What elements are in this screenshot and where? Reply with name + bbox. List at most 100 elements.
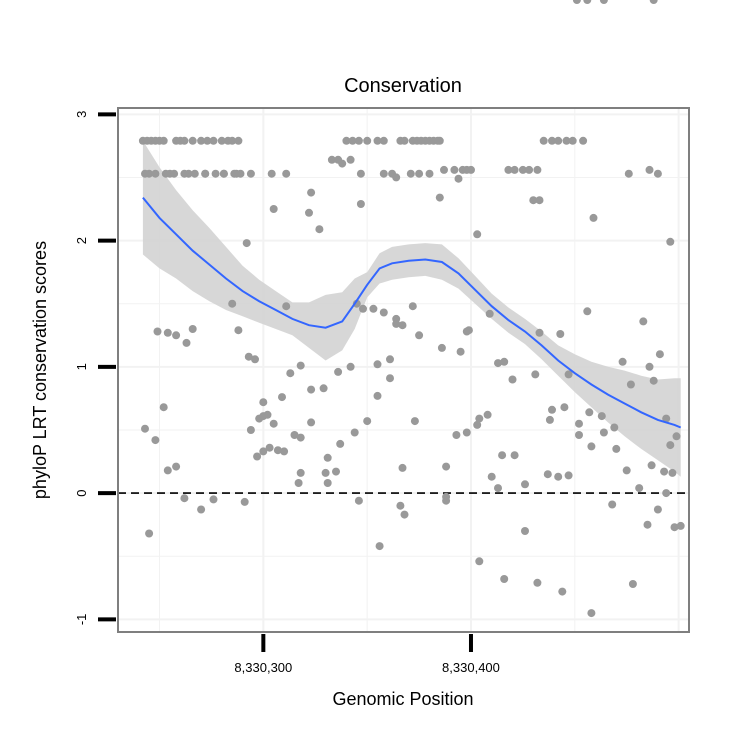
data-point	[153, 327, 162, 336]
data-point	[498, 451, 507, 460]
gridlines	[118, 108, 689, 632]
data-point	[236, 169, 245, 178]
data-point	[494, 359, 502, 368]
data-point	[467, 165, 475, 174]
data-point	[141, 424, 149, 433]
data-point	[545, 415, 554, 424]
data-point	[305, 208, 313, 217]
data-point	[398, 463, 407, 472]
x-axis-title: Genomic Position	[332, 689, 473, 709]
data-point	[219, 169, 228, 178]
data-point	[253, 452, 262, 461]
data-point	[307, 385, 316, 394]
data-point	[599, 0, 608, 4]
data-point	[180, 494, 189, 503]
data-point	[259, 447, 268, 456]
data-point	[668, 468, 677, 477]
data-point	[500, 575, 509, 583]
data-point	[342, 136, 351, 145]
data-point	[618, 357, 627, 366]
data-point	[670, 523, 679, 532]
data-point	[558, 587, 567, 596]
data-point	[450, 165, 459, 174]
data-point	[354, 136, 363, 145]
data-point	[392, 319, 401, 328]
data-point	[159, 403, 168, 412]
data-point	[197, 505, 206, 514]
data-point	[535, 196, 544, 205]
data-point	[265, 443, 274, 452]
data-point	[348, 136, 357, 145]
data-point	[251, 355, 259, 364]
data-point	[622, 466, 631, 475]
data-point	[294, 479, 303, 487]
data-point	[273, 446, 282, 455]
data-point	[282, 169, 291, 178]
data-point	[435, 136, 444, 145]
data-point	[575, 431, 583, 439]
data-point	[379, 308, 388, 317]
confidence-ribbon	[142, 140, 681, 477]
data-point	[535, 328, 544, 337]
data-point	[608, 500, 617, 509]
data-point	[415, 169, 424, 178]
data-point	[334, 155, 343, 164]
data-point	[172, 331, 181, 340]
data-point	[159, 136, 168, 145]
data-point	[269, 419, 278, 428]
data-point	[587, 442, 596, 451]
data-point	[612, 444, 621, 453]
data-point	[373, 360, 382, 369]
data-point	[560, 403, 569, 412]
data-point	[346, 362, 355, 371]
data-point	[182, 338, 191, 347]
data-point	[579, 136, 588, 145]
data-point	[234, 326, 243, 335]
data-point	[350, 428, 359, 437]
data-point	[500, 357, 509, 366]
data-point	[197, 136, 206, 145]
x-axis: 8,330,300 8,330,400	[234, 634, 500, 675]
data-point	[462, 428, 471, 437]
data-point	[548, 405, 556, 414]
data-point	[319, 384, 328, 393]
chart-title: Conservation	[344, 75, 462, 97]
data-point	[645, 165, 654, 174]
data-point	[244, 352, 253, 361]
data-point	[662, 414, 671, 423]
data-point	[554, 136, 563, 145]
data-point	[141, 169, 149, 178]
y-tick-label: 2	[74, 237, 89, 244]
data-point	[666, 441, 675, 450]
data-point	[356, 200, 365, 208]
data-point	[483, 410, 492, 419]
data-point	[452, 431, 461, 439]
data-point	[639, 317, 648, 326]
data-point	[246, 426, 255, 434]
data-point	[676, 521, 685, 530]
data-point	[475, 557, 484, 566]
data-point	[485, 309, 494, 318]
data-point	[435, 193, 444, 202]
x-tick-label: 8,330,300	[234, 660, 292, 675]
x-tick-label: 8,330,400	[442, 660, 500, 675]
data-point	[151, 436, 160, 445]
data-point	[352, 299, 361, 308]
data-point	[327, 155, 336, 164]
data-point	[240, 497, 249, 506]
data-point	[278, 393, 286, 402]
data-point	[145, 529, 154, 538]
points-layer	[138, 0, 685, 618]
data-point	[296, 433, 305, 442]
data-point	[628, 580, 637, 588]
data-point	[269, 205, 278, 213]
data-point	[653, 505, 662, 514]
y-tick-label: 3	[74, 111, 89, 118]
data-point	[543, 470, 552, 479]
data-point	[392, 173, 401, 182]
data-point	[400, 510, 409, 519]
data-point	[655, 350, 664, 359]
plot-panel	[117, 0, 690, 633]
data-point	[442, 462, 451, 471]
data-point	[363, 136, 372, 145]
